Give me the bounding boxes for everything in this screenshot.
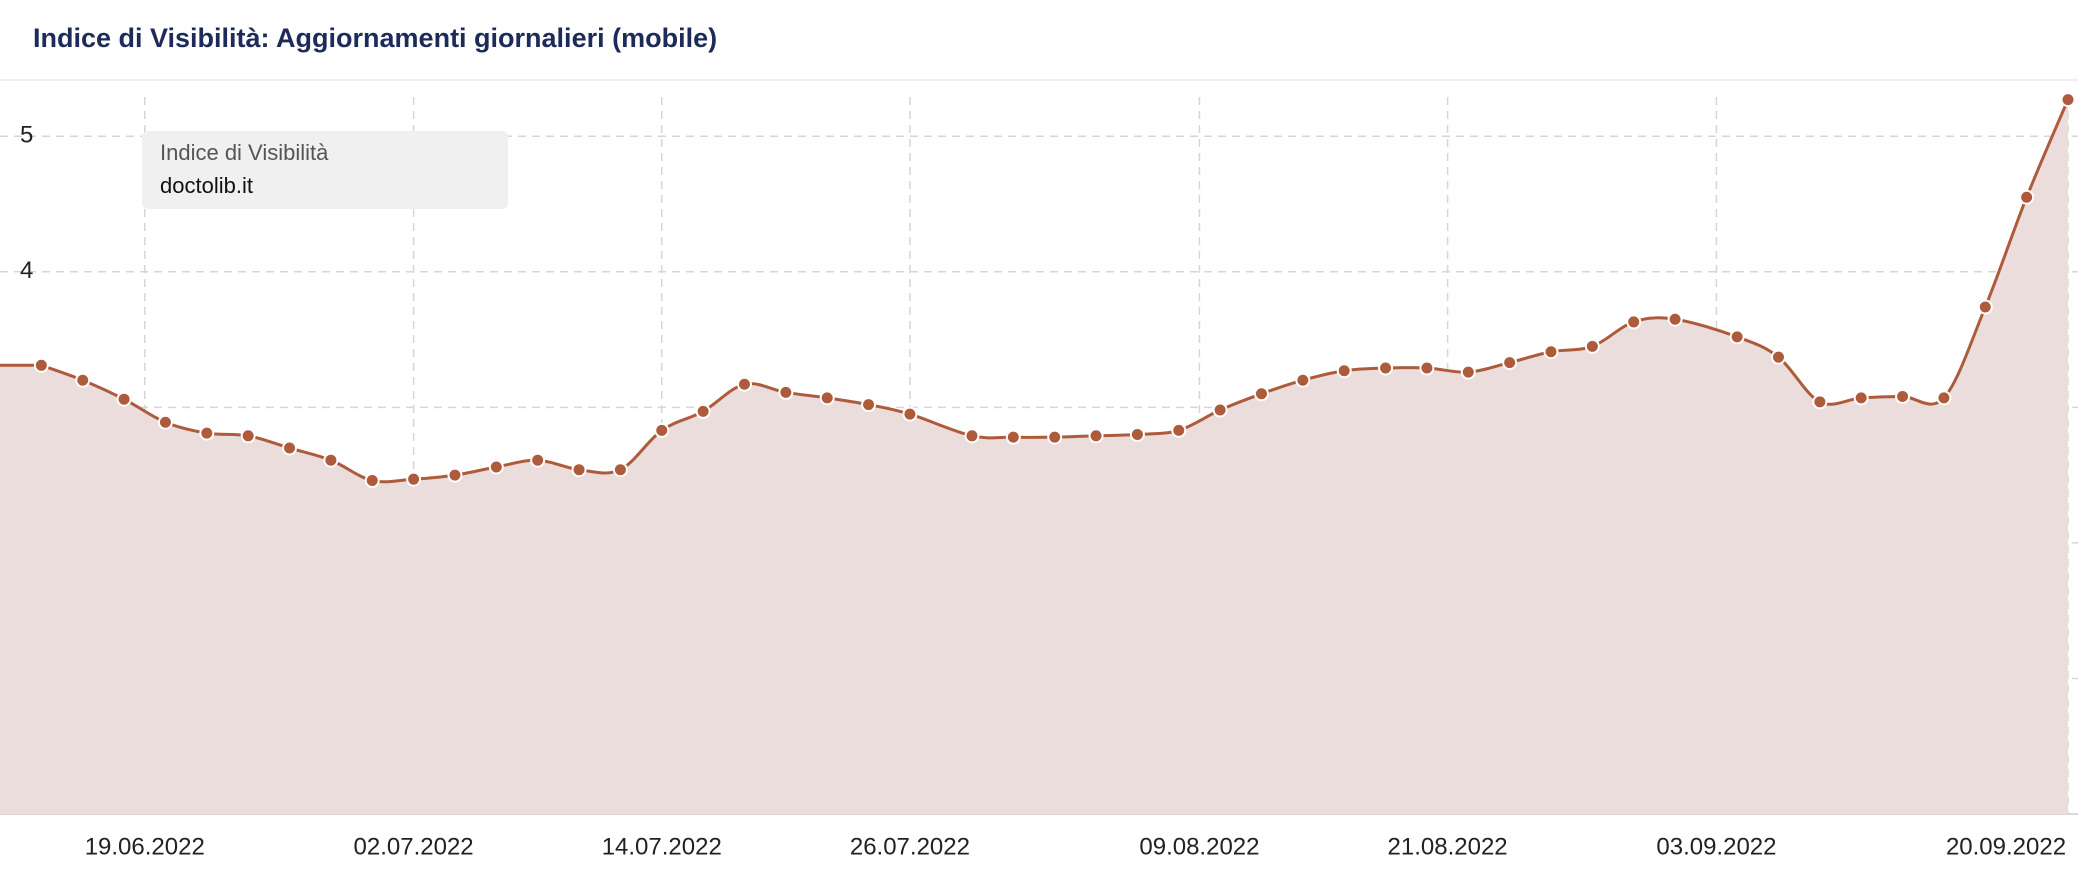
- legend-box: [142, 131, 508, 209]
- data-point: [33, 357, 49, 373]
- data-point: [1295, 372, 1311, 388]
- data-point: [902, 406, 918, 422]
- x-tick-label: 09.08.2022: [1139, 833, 1259, 860]
- data-point: [488, 459, 504, 475]
- data-point: [1419, 360, 1435, 376]
- data-point: [2019, 189, 2035, 205]
- chart-title: Indice di Visibilità: Aggiornamenti gior…: [33, 23, 717, 53]
- data-point: [282, 440, 298, 456]
- data-point: [1253, 386, 1269, 402]
- data-point: [1895, 388, 1911, 404]
- area-fill: [0, 99, 2068, 815]
- data-point: [240, 428, 256, 444]
- legend-entry: doctolib.it: [160, 173, 253, 198]
- data-point: [695, 403, 711, 419]
- x-tick-label: 02.07.2022: [354, 833, 474, 860]
- data-point: [1729, 329, 1745, 345]
- data-point: [1584, 338, 1600, 354]
- data-point: [1936, 390, 1952, 406]
- data-point: [1977, 299, 1993, 315]
- data-point: [530, 452, 546, 468]
- data-point: [778, 384, 794, 400]
- data-point: [654, 422, 670, 438]
- data-point: [1088, 428, 1104, 444]
- data-point: [1378, 360, 1394, 376]
- data-point: [157, 414, 173, 430]
- data-point: [1005, 429, 1021, 445]
- data-point: [116, 391, 132, 407]
- x-tick-label: 03.09.2022: [1656, 833, 1776, 860]
- data-point: [1047, 429, 1063, 445]
- legend-title: Indice di Visibilità: [160, 140, 329, 165]
- data-point: [323, 452, 339, 468]
- data-point: [364, 473, 380, 489]
- x-tick-label: 19.06.2022: [85, 833, 205, 860]
- data-point: [406, 471, 422, 487]
- data-point: [571, 462, 587, 478]
- y-tick-label: 5: [20, 122, 33, 149]
- data-point: [819, 390, 835, 406]
- x-tick-label: 26.07.2022: [850, 833, 970, 860]
- x-tick-label: 21.08.2022: [1388, 833, 1508, 860]
- data-point: [447, 467, 463, 483]
- data-point: [1626, 314, 1642, 330]
- data-point: [1770, 349, 1786, 365]
- data-point: [1336, 363, 1352, 379]
- legend: Indice di Visibilità doctolib.it: [142, 131, 508, 209]
- data-point: [75, 372, 91, 388]
- data-point: [964, 428, 980, 444]
- data-point: [1212, 402, 1228, 418]
- data-point: [1502, 355, 1518, 371]
- data-point: [199, 425, 215, 441]
- y-tick-label: 4: [20, 257, 33, 284]
- data-point: [861, 397, 877, 413]
- x-tick-label: 14.07.2022: [602, 833, 722, 860]
- x-tick-label: 20.09.2022: [1946, 833, 2066, 860]
- data-point: [612, 462, 628, 478]
- data-point: [1667, 311, 1683, 327]
- data-point: [1129, 426, 1145, 442]
- data-point: [736, 376, 752, 392]
- data-point: [1460, 364, 1476, 380]
- data-point: [1171, 422, 1187, 438]
- data-point: [1812, 394, 1828, 410]
- data-point: [1853, 390, 1869, 406]
- data-point: [1543, 344, 1559, 360]
- data-point: [2060, 92, 2076, 108]
